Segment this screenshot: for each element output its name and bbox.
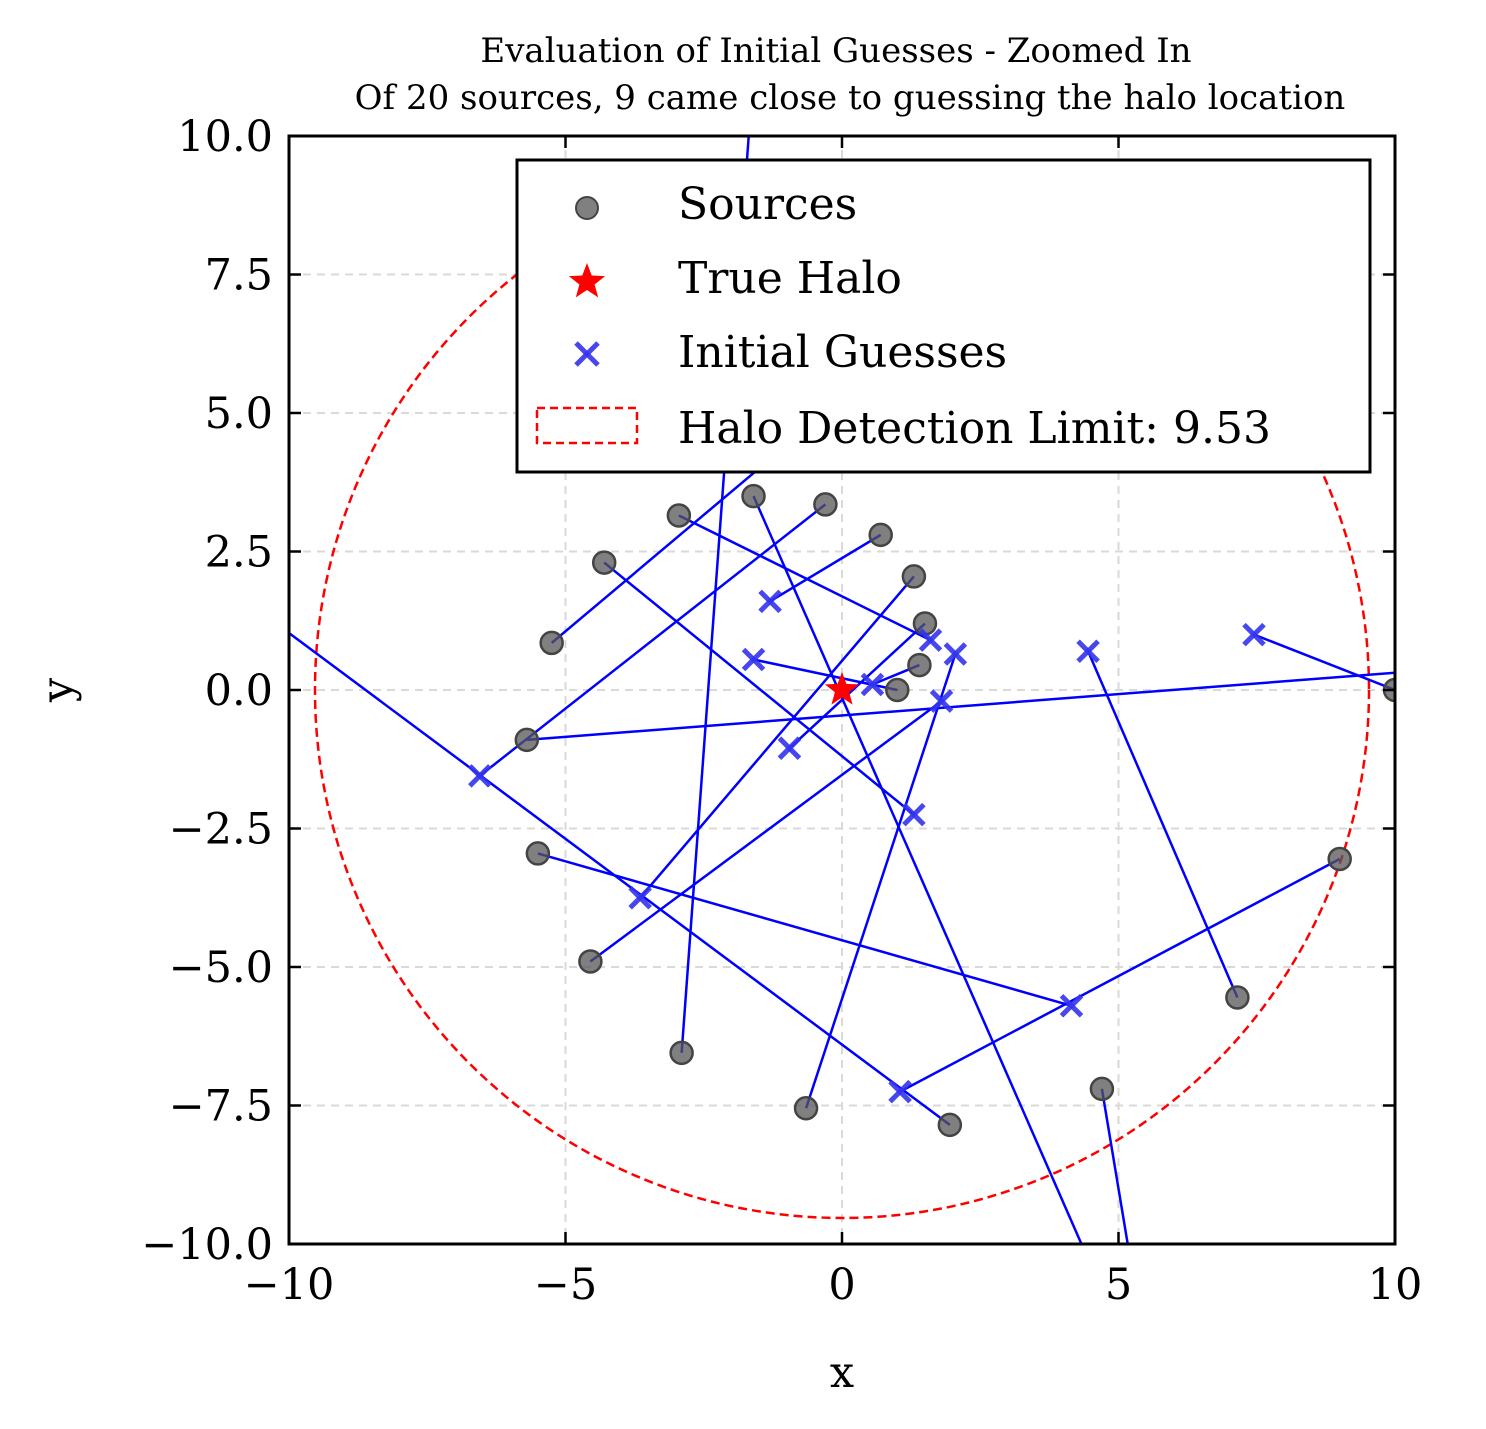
connection-line	[769, 533, 882, 603]
x-tick-label: 10	[1368, 1260, 1423, 1310]
guess-marker	[741, 647, 766, 672]
source-point	[578, 949, 603, 974]
guess-marker-stroke	[1076, 639, 1100, 663]
source-point	[813, 492, 838, 517]
guess-marker	[1076, 639, 1100, 663]
connection-line	[804, 653, 957, 1109]
guess-marker	[918, 628, 943, 652]
guess-marker-stroke	[758, 589, 782, 614]
guess-marker	[943, 642, 968, 666]
guess-marker	[860, 672, 885, 697]
x-axis-label: x	[830, 1348, 854, 1398]
guess-marker	[468, 764, 492, 788]
source-points	[514, 483, 1395, 1138]
connection-line	[526, 671, 1395, 742]
source-point	[901, 564, 927, 589]
legend-label-sources: Sources	[678, 179, 857, 230]
source-point	[1089, 1076, 1115, 1102]
guess-markers	[468, 589, 1266, 1104]
tick-labels: −10 −5 0 5 10 10.0 7.5 5.0 2.5 0.0 −2.5 −5.0 −7.5 −10…	[141, 112, 1422, 1310]
guess-marker	[929, 689, 954, 713]
guess-marker	[758, 589, 782, 614]
x-tick-label: −5	[534, 1260, 597, 1310]
connection-line	[1100, 1088, 1129, 1244]
guess-marker-stroke	[1059, 994, 1084, 1018]
guess-marker	[1242, 622, 1266, 647]
connection-line	[752, 495, 1083, 1244]
legend-star-icon	[568, 263, 606, 298]
source-point	[591, 550, 617, 575]
x-tick-label: 0	[828, 1260, 855, 1310]
guess-marker-stroke	[628, 885, 652, 910]
legend-label-true-halo: True Halo	[678, 253, 902, 304]
chart-title: Evaluation of Initial Guesses - Zoomed I…	[480, 31, 1191, 71]
source-point	[907, 652, 932, 678]
source-point	[868, 522, 893, 548]
y-tick-label: 10.0	[177, 112, 273, 162]
guess-marker-stroke	[943, 642, 968, 666]
legend-dashed-box-icon	[535, 406, 639, 445]
source-point	[937, 1112, 963, 1138]
connection-line	[1086, 650, 1239, 998]
source-point	[525, 841, 551, 866]
y-tick-label: 2.5	[205, 528, 273, 578]
guess-marker-stroke	[929, 689, 954, 713]
guess-marker	[1059, 994, 1084, 1018]
legend-label-detection-limit: Halo Detection Limit: 9.53	[678, 403, 1271, 454]
guess-marker-stroke	[902, 802, 926, 827]
connection-line	[550, 467, 760, 644]
connection-line	[639, 575, 915, 899]
y-tick-label: −2.5	[169, 805, 273, 855]
connection-line	[289, 631, 951, 1126]
guess-marker	[888, 1079, 912, 1104]
x-tick-label: 5	[1105, 1260, 1132, 1310]
y-tick-label: −5.0	[169, 943, 273, 993]
y-tick-label: 7.5	[205, 251, 273, 301]
y-tick-label: 5.0	[205, 389, 273, 439]
source-point	[793, 1096, 819, 1121]
guess-marker-stroke	[860, 672, 885, 697]
y-tick-label: −7.5	[169, 1082, 273, 1132]
guess-marker-stroke	[741, 647, 766, 672]
legend-sources-marker	[575, 196, 599, 220]
connection-line	[899, 857, 1341, 1093]
legend-box	[515, 158, 1372, 474]
source-point	[1225, 985, 1250, 1010]
legend: Sources True Halo Initial Guesses Halo D…	[515, 158, 1372, 474]
guess-marker-stroke	[777, 736, 802, 760]
source-point	[1327, 846, 1352, 872]
connection-line	[1253, 633, 1395, 692]
source-point	[539, 630, 564, 656]
y-tick-label: −10.0	[141, 1220, 273, 1270]
true-halo-star	[824, 672, 860, 705]
source-point	[514, 727, 540, 753]
connection-line	[589, 700, 943, 963]
guess-marker	[902, 802, 926, 827]
source-point	[666, 503, 692, 528]
guess-marker-stroke	[468, 764, 492, 788]
legend-label-initial-guesses: Initial Guesses	[678, 327, 1007, 378]
source-point	[741, 483, 766, 509]
guess-marker-stroke	[918, 628, 943, 652]
connection-line	[479, 503, 827, 777]
plot-frame	[287, 134, 1397, 1246]
y-axis-label: y	[33, 677, 83, 703]
x-tick-label: −10	[244, 1260, 335, 1310]
guess-marker-stroke	[888, 1079, 912, 1104]
y-tick-label: 0.0	[205, 666, 273, 716]
guess-marker	[777, 736, 802, 760]
true-halo-layer	[824, 672, 860, 705]
guess-marker-stroke	[1242, 622, 1266, 647]
chart-subtitle: Of 20 sources, 9 came close to guessing …	[355, 78, 1346, 118]
legend-x-icon	[574, 341, 600, 367]
source-point	[885, 677, 910, 703]
connection-line	[678, 514, 932, 642]
source-point	[669, 1040, 694, 1066]
guess-marker	[628, 885, 652, 910]
connection-line	[537, 852, 1072, 1007]
connection-line	[603, 561, 915, 816]
connection-lines	[289, 136, 1395, 1244]
